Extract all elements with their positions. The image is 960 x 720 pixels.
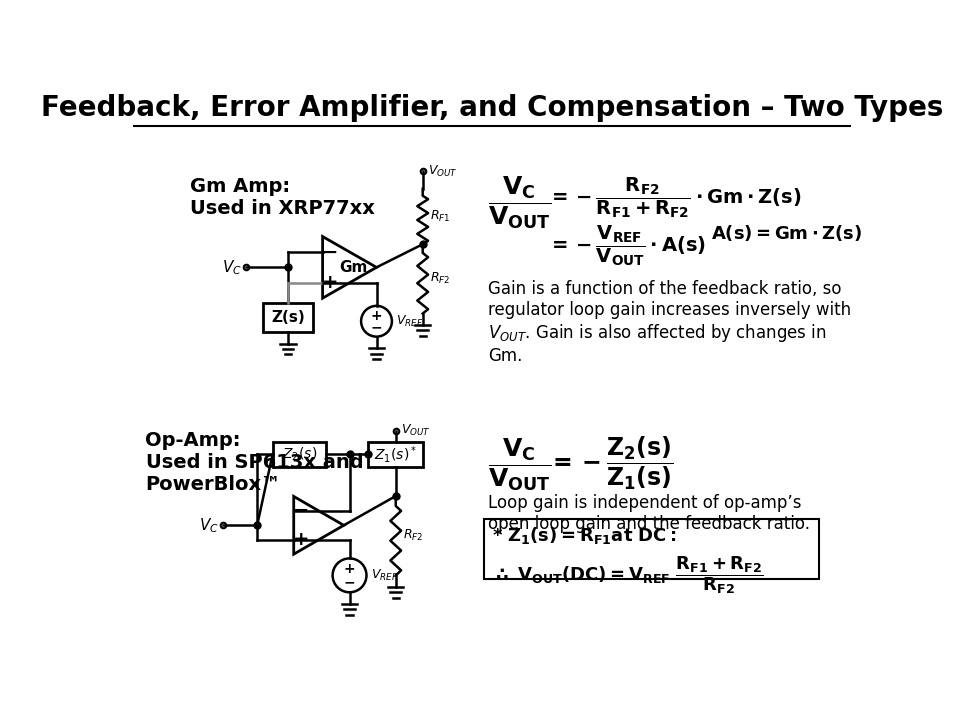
Text: $V_{OUT}$: $V_{OUT}$: [428, 163, 458, 179]
Text: Loop gain is independent of op-amp’s
open loop gain and the feedback ratio.: Loop gain is independent of op-amp’s ope…: [488, 495, 810, 534]
Text: $\mathbf{A(s) = Gm \bullet Z(s)}$: $\mathbf{A(s) = Gm \bullet Z(s)}$: [711, 223, 863, 243]
Text: −: −: [293, 501, 310, 521]
Text: $Z_2(s)$: $Z_2(s)$: [282, 446, 317, 463]
Text: Gm Amp:
Used in XRP77xx: Gm Amp: Used in XRP77xx: [190, 177, 375, 218]
Text: $\mathbf{= -\dfrac{Z_2(s)}{Z_1(s)}}$: $\mathbf{= -\dfrac{Z_2(s)}{Z_1(s)}}$: [548, 434, 674, 492]
Text: $V_C$: $V_C$: [222, 258, 242, 276]
Text: $\mathbf{\therefore\ V_{OUT}(DC) = V_{REF}\ \dfrac{R_{F1}+R_{F2}}{R_{F2}}}$: $\mathbf{\therefore\ V_{OUT}(DC) = V_{RE…: [492, 554, 763, 596]
Text: $V_{OUT}$: $V_{OUT}$: [401, 423, 431, 438]
Text: +: +: [371, 309, 382, 323]
Text: $V_{REF}$: $V_{REF}$: [372, 568, 398, 583]
Text: Gm: Gm: [339, 260, 368, 275]
Text: Z(s): Z(s): [271, 310, 305, 325]
Text: $\mathbf{\dfrac{V_C}{V_{OUT}}}$: $\mathbf{\dfrac{V_C}{V_{OUT}}}$: [488, 175, 551, 231]
Text: $\mathbf{\dfrac{V_C}{V_{OUT}}}$: $\mathbf{\dfrac{V_C}{V_{OUT}}}$: [488, 437, 551, 493]
Text: Feedback, Error Amplifier, and Compensation – Two Types: Feedback, Error Amplifier, and Compensat…: [41, 94, 943, 122]
Text: +: +: [322, 274, 339, 292]
Text: Op-Amp:
Used in SP613x and
PowerBlox™: Op-Amp: Used in SP613x and PowerBlox™: [146, 431, 363, 494]
Text: +: +: [344, 562, 355, 576]
Text: −: −: [323, 243, 339, 261]
Text: $\mathbf{* \ Z_1(s) = R_{F1}}$$\mathbf{at\ DC:}$: $\mathbf{* \ Z_1(s) = R_{F1}}$$\mathbf{a…: [492, 526, 676, 546]
Text: $\mathbf{= -\dfrac{V_{REF}}{V_{OUT}} \bullet A(s)}$: $\mathbf{= -\dfrac{V_{REF}}{V_{OUT}} \bu…: [548, 223, 707, 268]
Text: $\mathbf{= -\dfrac{R_{F2}}{R_{F1}+R_{F2}} \bullet Gm \bullet Z(s)}$: $\mathbf{= -\dfrac{R_{F2}}{R_{F1}+R_{F2}…: [548, 175, 802, 220]
Text: $R_{F2}$: $R_{F2}$: [403, 528, 423, 544]
Text: +: +: [293, 530, 310, 549]
Text: −: −: [371, 320, 382, 334]
Text: $V_{REF}$: $V_{REF}$: [396, 314, 423, 329]
Text: $R_{F2}$: $R_{F2}$: [430, 271, 451, 287]
Text: $R_{F1}$: $R_{F1}$: [430, 209, 451, 224]
Text: $V_C$: $V_C$: [199, 516, 219, 535]
Text: −: −: [344, 575, 355, 589]
Text: $Z_1(s)^*$: $Z_1(s)^*$: [374, 444, 418, 465]
Text: Gain is a function of the feedback ratio, so
regulator loop gain increases inver: Gain is a function of the feedback ratio…: [488, 280, 852, 365]
